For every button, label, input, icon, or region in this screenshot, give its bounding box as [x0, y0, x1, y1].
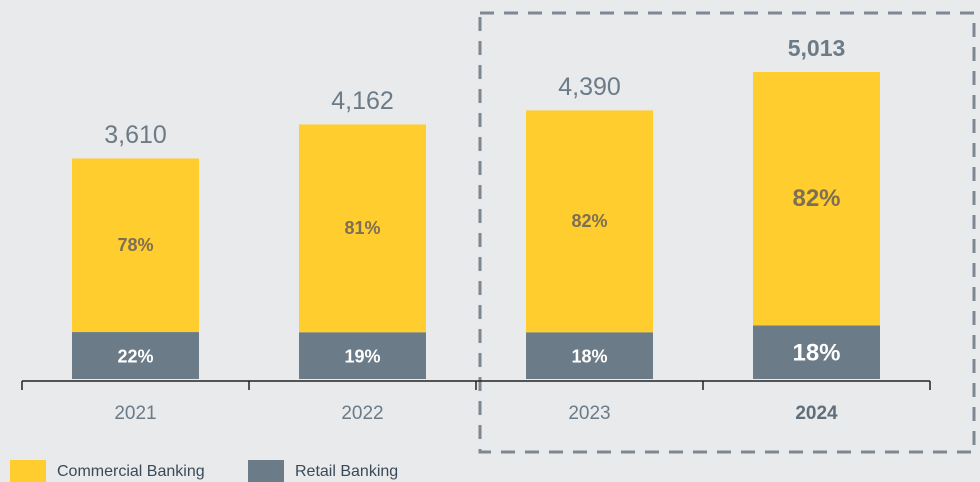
segment-label: 82% [571, 211, 607, 231]
legend-swatch [10, 460, 46, 482]
segment-label: 82% [792, 185, 840, 212]
legend-label: Commercial Banking [57, 463, 205, 480]
total-label: 5,013 [788, 35, 846, 61]
legend-label: Retail Banking [295, 463, 398, 480]
bar-segment [299, 124, 426, 333]
bar-segment [526, 110, 653, 333]
bar-segment [753, 325, 880, 379]
x-tick-label: 2021 [114, 403, 156, 424]
total-label: 4,390 [558, 73, 621, 101]
bar-segment [753, 72, 880, 326]
x-tick-label: 2023 [568, 403, 610, 424]
segment-label: 18% [792, 340, 840, 367]
bar-segment [526, 332, 653, 379]
x-tick-label: 2024 [795, 403, 838, 424]
total-label: 3,610 [104, 121, 167, 149]
segment-label: 18% [571, 346, 607, 366]
bar-segment [72, 332, 199, 379]
segment-label: 19% [344, 346, 380, 366]
highlight-box [478, 11, 976, 454]
x-tick-label: 2022 [341, 403, 383, 424]
segment-label: 22% [117, 346, 153, 366]
total-label: 4,162 [331, 87, 394, 115]
segment-label: 78% [117, 235, 153, 255]
segment-label: 81% [344, 218, 380, 238]
bar-segment [72, 158, 199, 333]
bar-segment [299, 332, 426, 379]
legend-swatch [248, 460, 284, 482]
